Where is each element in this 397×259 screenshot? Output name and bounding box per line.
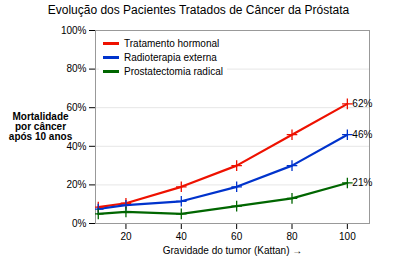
html-text:Radioterapia externa: Radioterapia externa <box>124 51 217 63</box>
svg-text:40: 40 <box>176 231 188 242</box>
svg-text:Gravidade do tumor (Kattan) →: Gravidade do tumor (Kattan) → <box>163 245 303 256</box>
svg-text:Mortalidadepor câncerapós 10 a: Mortalidadepor câncerapós 10 anos <box>9 111 73 142</box>
html-text:Prostatectomia radical: Prostatectomia radical <box>124 65 223 77</box>
svg-text:21%: 21% <box>352 177 372 188</box>
svg-text:60: 60 <box>231 231 243 242</box>
svg-text:62%: 62% <box>352 98 372 109</box>
svg-text:80: 80 <box>286 231 298 242</box>
svg-text:0%: 0% <box>72 218 87 229</box>
svg-text:100: 100 <box>339 231 356 242</box>
html-text:Evolução dos Pacientes Tratado: Evolução dos Pacientes Tratados de Cânce… <box>47 3 350 17</box>
html-text:Tratamento hormonal: Tratamento hormonal <box>124 37 220 49</box>
svg-text:46%: 46% <box>352 129 372 140</box>
svg-text:60%: 60% <box>66 102 86 113</box>
svg-text:20: 20 <box>120 231 132 242</box>
svg-text:20%: 20% <box>66 179 86 190</box>
svg-text:100%: 100% <box>61 25 87 36</box>
svg-text:40%: 40% <box>66 140 87 152</box>
svg-text:80%: 80% <box>66 63 86 74</box>
